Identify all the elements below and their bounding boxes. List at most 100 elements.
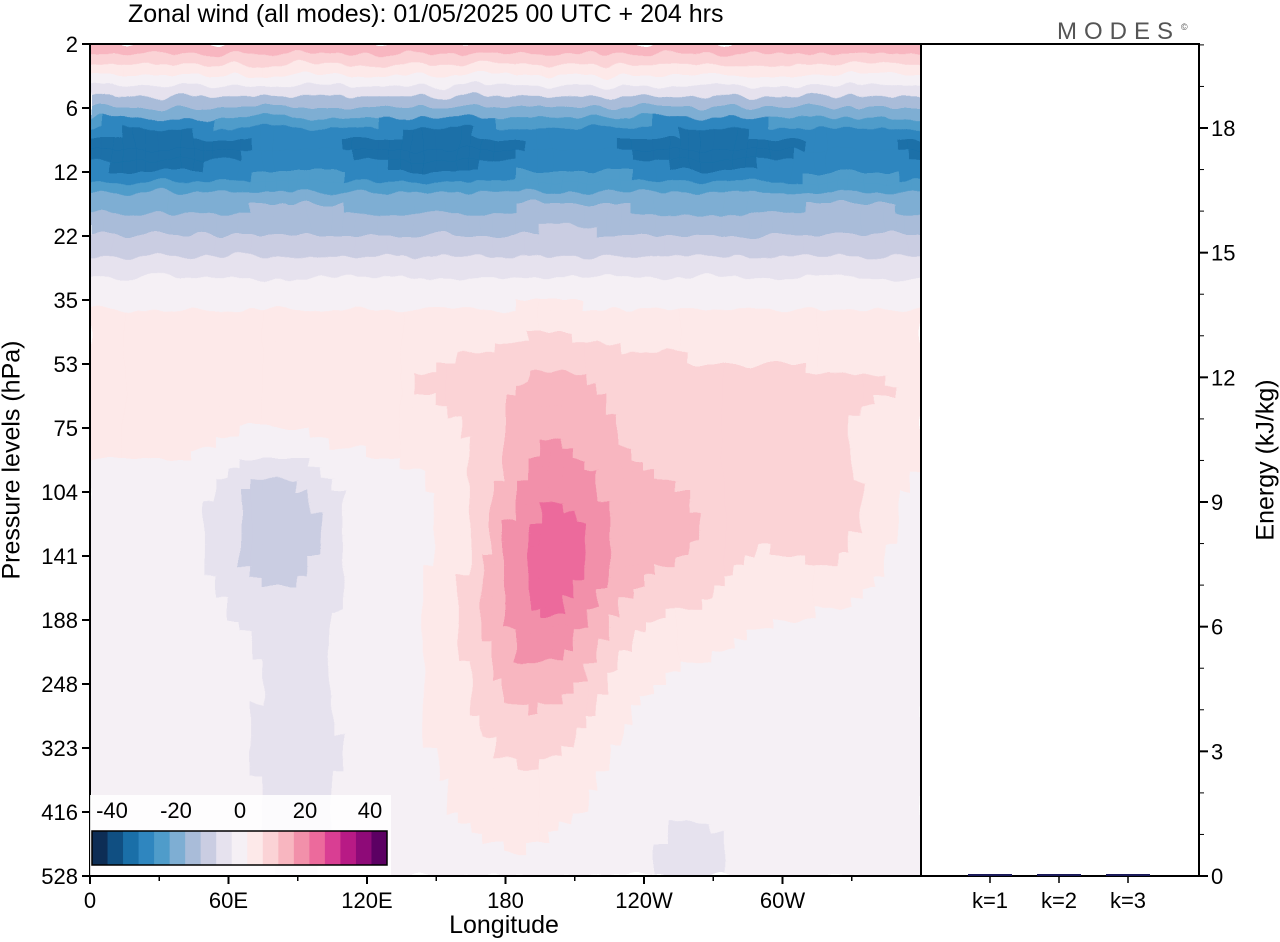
heatmap-cell bbox=[631, 555, 645, 568]
heatmap-cell bbox=[273, 480, 288, 493]
heatmap-cell bbox=[816, 523, 830, 536]
heatmap-cell bbox=[850, 224, 865, 237]
heatmap-cell bbox=[469, 608, 484, 621]
heatmap-cell bbox=[677, 427, 692, 440]
heatmap-cell bbox=[250, 427, 265, 440]
heatmap-cell bbox=[862, 725, 876, 739]
heatmap-cell bbox=[850, 405, 865, 419]
heatmap-cell bbox=[712, 203, 726, 216]
heatmap-cell bbox=[562, 533, 576, 547]
heatmap-cell bbox=[458, 597, 472, 611]
heatmap-cell bbox=[862, 171, 876, 184]
heatmap-cell bbox=[90, 373, 103, 387]
heatmap-cell bbox=[666, 85, 680, 99]
heatmap-cell bbox=[469, 203, 484, 216]
heatmap-cell bbox=[746, 576, 761, 589]
heatmap-cell bbox=[850, 587, 865, 600]
heatmap-cell bbox=[677, 235, 692, 248]
heatmap-cell bbox=[377, 117, 392, 131]
heatmap-cell bbox=[712, 299, 726, 312]
heatmap-cell bbox=[550, 725, 565, 739]
heatmap-cell bbox=[516, 395, 530, 408]
heatmap-cell bbox=[735, 331, 749, 344]
heatmap-cell bbox=[342, 277, 357, 291]
heatmap-cell bbox=[239, 256, 253, 269]
heatmap-cell bbox=[654, 235, 669, 248]
heatmap-cell bbox=[146, 523, 161, 536]
heatmap-cell bbox=[550, 224, 565, 237]
heatmap-cell bbox=[112, 715, 126, 728]
heatmap-cell bbox=[250, 576, 265, 589]
heatmap-cell bbox=[158, 128, 172, 141]
heatmap-cell bbox=[239, 405, 253, 419]
heatmap-cell bbox=[504, 512, 519, 525]
heatmap-cell bbox=[285, 64, 299, 77]
heatmap-cell bbox=[550, 395, 565, 408]
heatmap-cell bbox=[469, 469, 484, 483]
heatmap-cell bbox=[677, 363, 692, 376]
heatmap-cell bbox=[446, 736, 461, 749]
heatmap-cell bbox=[481, 341, 495, 355]
heatmap-cell bbox=[712, 384, 726, 397]
heatmap-cell bbox=[158, 203, 172, 216]
heatmap-cell bbox=[816, 587, 830, 600]
heatmap-cell bbox=[331, 672, 345, 685]
heatmap-cell bbox=[723, 757, 738, 771]
heatmap-cell bbox=[666, 320, 680, 333]
heatmap-cell bbox=[804, 331, 819, 344]
heatmap-cell bbox=[539, 213, 553, 227]
heatmap-cell bbox=[285, 544, 299, 557]
heatmap-cell bbox=[608, 352, 622, 365]
heatmap-cell bbox=[135, 576, 149, 589]
heatmap-cell bbox=[227, 363, 242, 376]
heatmap-cell bbox=[123, 363, 138, 376]
heatmap-cell bbox=[342, 587, 357, 600]
heatmap-cell bbox=[481, 149, 495, 163]
heatmap-cell bbox=[573, 459, 588, 472]
heatmap-cell bbox=[389, 683, 403, 696]
heatmap-cell bbox=[804, 587, 819, 600]
heatmap-cell bbox=[331, 235, 345, 248]
heatmap-cell bbox=[192, 235, 207, 248]
heatmap-cell bbox=[873, 512, 888, 525]
heatmap-cell bbox=[192, 171, 207, 184]
heatmap-cell bbox=[458, 363, 472, 376]
heatmap-cell bbox=[539, 565, 553, 579]
heatmap-cell bbox=[539, 683, 553, 696]
heatmap-cell bbox=[227, 85, 242, 99]
heatmap-cell bbox=[412, 373, 426, 387]
heatmap-cell bbox=[643, 544, 657, 557]
heatmap-cell bbox=[839, 491, 853, 504]
heatmap-cell bbox=[262, 587, 276, 600]
heatmap-cell bbox=[412, 277, 426, 291]
heatmap-cell bbox=[239, 469, 253, 483]
heatmap-cell bbox=[723, 576, 738, 589]
heatmap-cell bbox=[758, 544, 772, 557]
heatmap-cell bbox=[677, 523, 692, 536]
heatmap-cell bbox=[585, 715, 599, 728]
heatmap-cell bbox=[239, 779, 253, 792]
heatmap-cell bbox=[412, 405, 426, 419]
heatmap-cell bbox=[573, 277, 588, 291]
heatmap-cell bbox=[677, 619, 692, 632]
heatmap-cell bbox=[643, 491, 657, 504]
heatmap-cell bbox=[366, 160, 380, 173]
heatmap-cell bbox=[908, 512, 921, 525]
heatmap-cell bbox=[573, 640, 588, 653]
heatmap-cell bbox=[296, 715, 311, 728]
heatmap-cell bbox=[308, 320, 322, 333]
heatmap-cell bbox=[758, 565, 772, 579]
heatmap-cell bbox=[723, 352, 738, 365]
heatmap-cell bbox=[816, 683, 830, 696]
heatmap-cell bbox=[458, 85, 472, 99]
heatmap-cell bbox=[331, 405, 345, 419]
heatmap-cell bbox=[239, 512, 253, 525]
heatmap-cell bbox=[331, 171, 345, 184]
heatmap-cell bbox=[250, 341, 265, 355]
heatmap-cell bbox=[423, 715, 438, 728]
heatmap-cell bbox=[677, 288, 692, 301]
heatmap-cell bbox=[712, 768, 726, 781]
heatmap-cell bbox=[469, 448, 484, 461]
heatmap-cell bbox=[319, 672, 334, 685]
heatmap-cell bbox=[723, 288, 738, 301]
